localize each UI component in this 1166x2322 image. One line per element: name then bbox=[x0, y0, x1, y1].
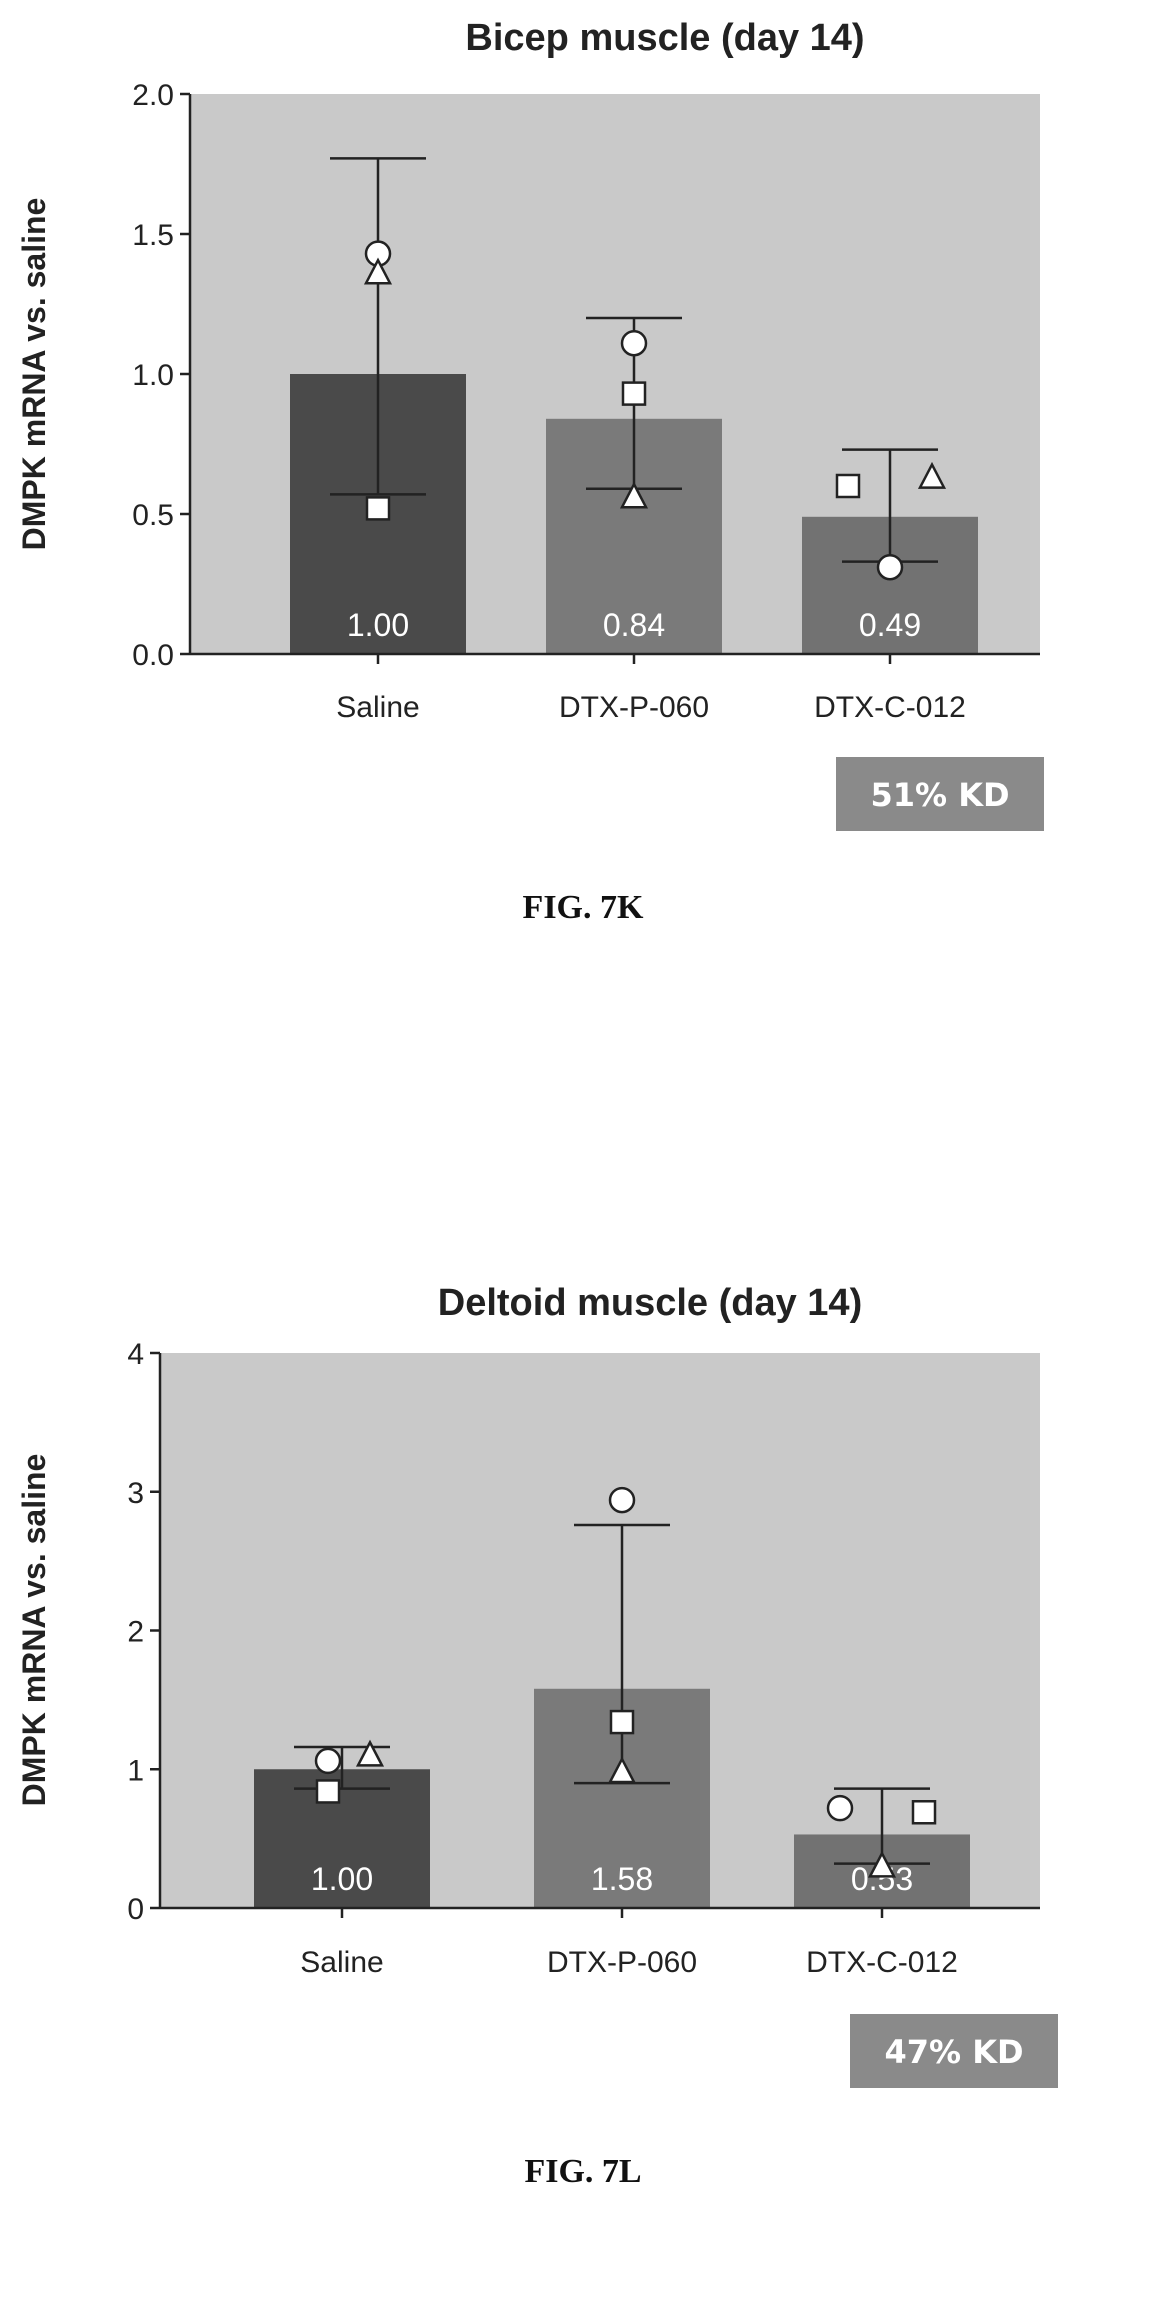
error-bar bbox=[330, 157, 426, 496]
data-point-triangle bbox=[867, 1850, 897, 1878]
x-tick-label: DTX-P-060 bbox=[547, 1946, 697, 1979]
chart-title: Bicep muscle (day 14) bbox=[465, 17, 864, 59]
y-tick-label: 0 bbox=[127, 1893, 144, 1926]
data-point-triangle bbox=[917, 461, 947, 489]
data-points bbox=[314, 1486, 937, 1878]
axes: Saline DTX-P-060 DTX-C-012 0 1 2 3 4 bbox=[127, 1338, 1040, 1979]
figure-caption: FIG. 7K bbox=[523, 889, 644, 926]
y-tick-label: 3 bbox=[127, 1477, 144, 1510]
x-tick-label: DTX-P-060 bbox=[559, 691, 709, 724]
y-tick-label: 1.5 bbox=[132, 219, 174, 252]
error-bar bbox=[294, 1745, 390, 1790]
bars: 1.00 1.58 0.53 bbox=[254, 1688, 970, 1908]
figure-caption: FIG. 7L bbox=[524, 2153, 641, 2190]
bar-value-label: 0.84 bbox=[603, 607, 665, 643]
y-tick-label: 0.0 bbox=[132, 639, 174, 672]
y-tick-label: 2.0 bbox=[132, 79, 174, 112]
bar-value-label: 1.00 bbox=[347, 607, 409, 643]
x-tick-label: DTX-C-012 bbox=[814, 691, 966, 724]
bicep-chart: Bicep muscle (day 14) 1.00 0.84 0.49 Salin… bbox=[16, 17, 1044, 926]
data-point-square bbox=[315, 1779, 341, 1804]
error-bars bbox=[294, 1523, 930, 1865]
data-point-circle bbox=[876, 553, 904, 581]
y-tick-label: 1 bbox=[127, 1754, 144, 1787]
data-point-triangle bbox=[619, 481, 649, 509]
bar-value-label: 1.58 bbox=[591, 1861, 653, 1897]
kd-badge: 51% KD bbox=[836, 757, 1044, 831]
y-tick-label: 1.0 bbox=[132, 359, 174, 392]
chart-title: Deltoid muscle (day 14) bbox=[438, 1282, 862, 1324]
bar-value-label: 0.49 bbox=[859, 607, 921, 643]
bar-saline bbox=[254, 1769, 430, 1908]
data-point-circle bbox=[826, 1794, 854, 1822]
data-point-circle bbox=[608, 1486, 636, 1514]
data-point-triangle bbox=[355, 1739, 385, 1767]
y-axis-label: DMPK mRNA vs. saline bbox=[16, 198, 52, 551]
y-tick-label: 2 bbox=[127, 1616, 144, 1649]
data-point-square bbox=[621, 381, 647, 406]
deltoid-chart: Deltoid muscle (day 14) 1.00 1.58 0.53 Sal… bbox=[16, 1282, 1058, 2190]
data-point-triangle bbox=[363, 257, 393, 285]
kd-badge-label: 51% KD bbox=[870, 776, 1009, 814]
kd-badge-label: 47% KD bbox=[884, 2033, 1023, 2071]
data-point-triangle bbox=[607, 1756, 637, 1784]
x-tick-label: Saline bbox=[336, 691, 419, 724]
data-point-circle bbox=[314, 1747, 342, 1775]
data-point-square bbox=[835, 473, 861, 499]
axes: Saline DTX-P-060 DTX-C-012 0.0 0.5 1.0 1.5 2.0 bbox=[132, 79, 1040, 724]
data-point-square bbox=[365, 496, 391, 521]
data-point-square bbox=[609, 1709, 635, 1735]
bar-value-label: 1.00 bbox=[311, 1861, 373, 1897]
kd-badge: 47% KD bbox=[850, 2014, 1058, 2088]
x-tick-label: DTX-C-012 bbox=[806, 1946, 958, 1979]
data-point-square bbox=[911, 1800, 937, 1825]
y-axis-label: DMPK mRNA vs. saline bbox=[16, 1454, 52, 1807]
x-tick-label: Saline bbox=[300, 1946, 383, 1979]
y-tick-label: 0.5 bbox=[132, 499, 174, 532]
data-point-circle bbox=[620, 329, 648, 357]
y-tick-label: 4 bbox=[127, 1338, 144, 1371]
data-points bbox=[363, 240, 947, 581]
